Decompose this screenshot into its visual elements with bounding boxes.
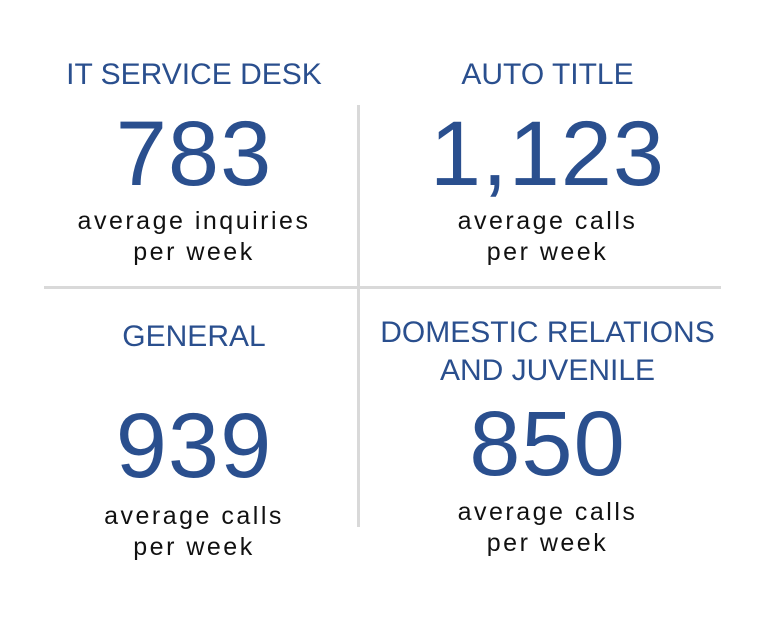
stat-value: 1,123 — [429, 103, 666, 205]
stat-it-service-desk: IT SERVICE DESK 783 average inquiries pe… — [20, 0, 368, 290]
stat-description-line: average calls — [104, 502, 284, 530]
stat-description-line: average inquiries — [77, 207, 311, 235]
stat-description-line: average calls — [457, 207, 638, 235]
stat-description-line: average calls — [457, 498, 638, 526]
stat-title-line: DOMESTIC RELATIONS — [380, 316, 715, 349]
stat-title: GENERAL — [122, 320, 266, 353]
horizontal-divider — [44, 286, 721, 289]
stat-domestic-relations: DOMESTIC RELATIONS AND JUVENILE 850 aver… — [370, 290, 725, 619]
stat-description: average calls per week — [370, 497, 725, 559]
stat-description-line: per week — [133, 238, 255, 266]
stat-value: 850 — [469, 393, 626, 495]
stat-description: average inquiries per week — [20, 206, 368, 268]
stat-title: AUTO TITLE — [461, 58, 634, 91]
stat-title-line: AND JUVENILE — [439, 354, 656, 387]
stat-description: average calls per week — [20, 501, 368, 563]
stat-auto-title: AUTO TITLE 1,123 average calls per week — [370, 0, 725, 290]
stat-description-line: per week — [486, 529, 609, 557]
stat-general: GENERAL 939 average calls per week — [20, 290, 368, 619]
stat-description-line: per week — [486, 238, 609, 266]
stat-value: 783 — [115, 103, 273, 205]
stat-description-line: per week — [133, 533, 255, 561]
stat-value: 939 — [115, 395, 273, 497]
vertical-divider — [357, 105, 360, 527]
stat-description: average calls per week — [370, 206, 725, 268]
stat-title: IT SERVICE DESK — [66, 58, 322, 91]
stat-title: DOMESTIC RELATIONS AND JUVENILE — [370, 314, 725, 390]
